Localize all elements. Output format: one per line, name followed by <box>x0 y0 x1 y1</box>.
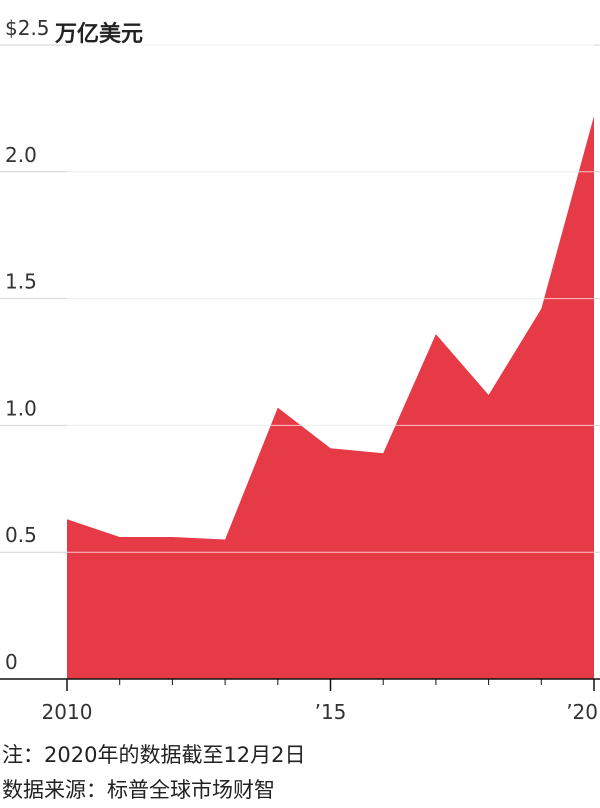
y-tick-label: 0 <box>5 650 18 674</box>
x-tick-label: 2010 <box>42 700 93 724</box>
note: 注：2020年的数据截至12月2日 <box>2 743 306 767</box>
y-tick-label: $2.5 <box>5 16 50 40</box>
y-tick-label: 1.0 <box>5 396 37 420</box>
y-tick-label: 2.0 <box>5 143 37 167</box>
y-tick-label: 0.5 <box>5 523 37 547</box>
y-tick-label: 1.5 <box>5 270 37 294</box>
x-tick-label: ’20 <box>566 700 598 724</box>
x-tick-label: ’15 <box>315 700 347 724</box>
source: 数据来源：标普全球市场财智 <box>2 778 275 802</box>
y-unit: 万亿美元 <box>54 21 143 47</box>
area <box>67 116 594 680</box>
